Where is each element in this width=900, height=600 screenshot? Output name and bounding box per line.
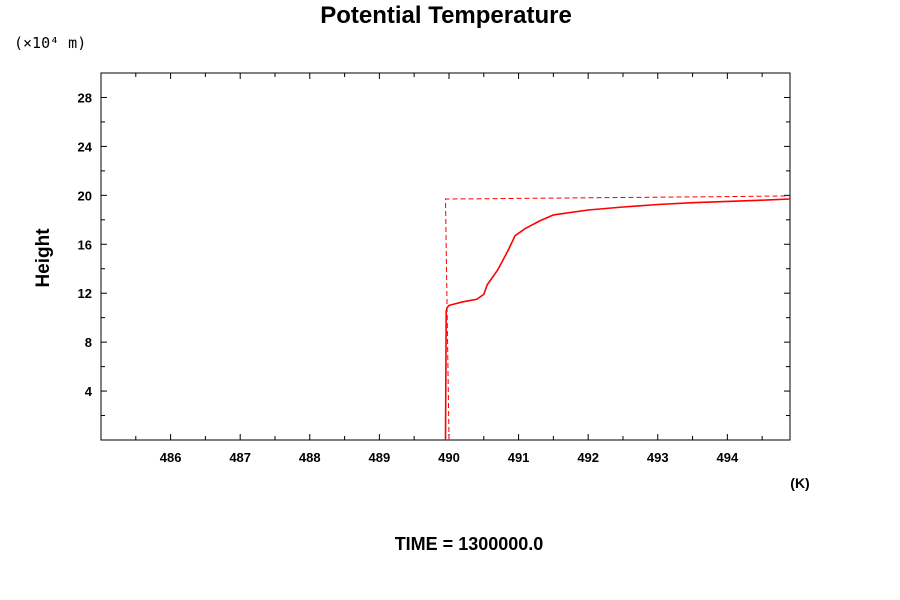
dashed-series-line — [444, 195, 791, 441]
x-tick-label: 489 — [369, 450, 391, 465]
x-tick-label: 494 — [717, 450, 739, 465]
x-tick-label: 488 — [299, 450, 321, 465]
series-group — [444, 195, 791, 441]
x-axis-label: (K) — [790, 475, 809, 491]
y-tick-label: 16 — [78, 237, 92, 252]
y-tick-label: 4 — [85, 384, 93, 399]
x-tick-label: 486 — [160, 450, 182, 465]
x-tick-label: 490 — [438, 450, 460, 465]
y-unit-label: (×10⁴ m) — [14, 34, 86, 52]
y-tick-label: 20 — [78, 188, 92, 203]
x-tick-label: 491 — [508, 450, 530, 465]
x-tick-label: 487 — [229, 450, 251, 465]
x-tick-label: 492 — [577, 450, 599, 465]
chart-title: Potential Temperature — [320, 2, 572, 29]
x-tick-label: 493 — [647, 450, 669, 465]
y-tick-label: 12 — [78, 286, 92, 301]
y-axis-label: Height — [33, 228, 54, 288]
time-footer: TIME = 1300000.0 — [395, 534, 544, 554]
y-tick-label: 28 — [78, 90, 92, 105]
x-axis-ticks: 486 487 488 489 490 491 492 493 494 — [100, 73, 763, 465]
y-tick-label: 8 — [85, 335, 92, 350]
solid-series-line — [444, 198, 791, 441]
y-axis-ticks: 4 8 12 16 20 24 28 — [78, 90, 790, 417]
y-tick-label: 24 — [78, 139, 93, 154]
